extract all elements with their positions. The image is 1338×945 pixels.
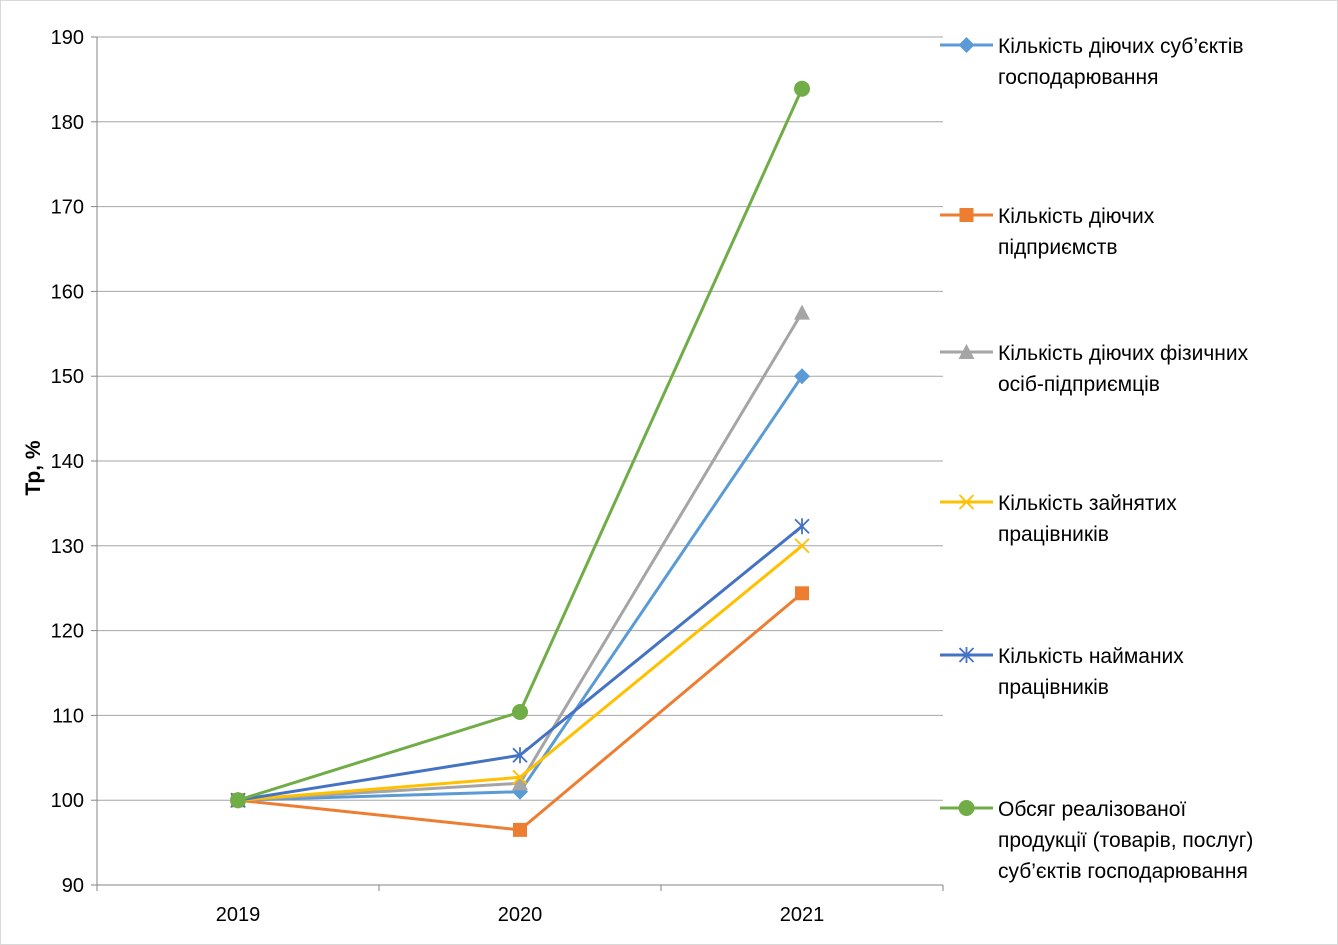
legend-label-2-line-2: підприємств [998, 236, 1118, 259]
x-tick-label-2019: 2019 [216, 904, 261, 926]
y-tick-label-170: 170 [51, 197, 84, 219]
legend-label-6-line-2: продукції (товарів, послуг) [998, 829, 1253, 852]
legend-label-5-line-1: Кількість найманих [998, 645, 1184, 668]
legend-label-4-line-2: працівників [998, 523, 1109, 546]
legend-swatch-marker-6 [958, 800, 975, 816]
legend-entry-5: Кількість найманих працівників [940, 645, 1184, 699]
series-2-point-2021 [795, 586, 809, 601]
legend-label-6-line-3: суб’єктів господарювання [998, 860, 1248, 883]
series-6-point-2020 [512, 704, 528, 721]
x-tick-label-2021: 2021 [780, 904, 825, 926]
legend-swatch-marker-2 [959, 208, 974, 222]
legend-swatch-marker-4 [958, 494, 975, 510]
y-tick-label-90: 90 [62, 875, 84, 897]
legend-label-1-line-1: Кількість діючих суб’єктів [998, 35, 1244, 58]
legend-entry-2: Кількість діючих підприємств [940, 205, 1155, 259]
y-tick-label-120: 120 [51, 621, 84, 643]
series-3-point-2020 [512, 775, 528, 791]
legend-label-2-line-1: Кількість діючих [998, 205, 1155, 228]
y-tick-labels: 90 100 110 120 130 140 150 160 170 180 190 [51, 27, 84, 897]
legend-swatch-marker-1 [958, 37, 975, 53]
y-tick-label-140: 140 [51, 451, 84, 473]
series-3-point-2021 [794, 304, 810, 320]
legend-label-4-line-1: Кількість зайнятих [998, 492, 1177, 515]
series-1-point-2021 [794, 368, 810, 385]
legend-swatch-marker-3 [958, 344, 975, 359]
y-tick-label-180: 180 [51, 112, 84, 134]
y-tick-label-160: 160 [51, 281, 84, 303]
series-layer [230, 80, 810, 837]
x-tick-label-2020: 2020 [498, 904, 543, 926]
legend-entry-6: Обсяг реалізованої продукції (товарів, по… [940, 798, 1253, 883]
y-tick-label-190: 190 [51, 27, 84, 49]
series-5-point-2020 [512, 747, 528, 764]
x-tick-labels: 2019 2020 2021 [216, 904, 825, 926]
axes [91, 36, 944, 891]
legend-label-1-line-2: господарювання [998, 66, 1159, 89]
series-4-point-2021 [794, 538, 810, 554]
y-tick-label-150: 150 [51, 366, 84, 388]
legend-entry-3: Кількість діючих фізичних осіб-підприємці… [940, 342, 1249, 396]
series-6 [230, 80, 810, 809]
series-4-point-2020 [512, 769, 528, 785]
series-6-point-2019 [230, 792, 246, 809]
legend-entry-1: Кількість діючих суб’єктів господарювання [940, 35, 1244, 89]
y-axis-title: Тр, % [22, 440, 45, 496]
legend-label-6-line-1: Обсяг реалізованої [998, 798, 1186, 821]
legend-label-5-line-2: працівників [998, 676, 1109, 699]
legend: Кількість діючих суб’єктів господарювання… [940, 35, 1253, 883]
legend-label-3-line-2: осіб-підприємців [998, 373, 1160, 396]
y-tick-label-130: 130 [51, 536, 84, 558]
series-6-point-2021 [794, 80, 810, 97]
series-5-point-2021 [794, 518, 810, 535]
y-tick-label-100: 100 [51, 790, 84, 812]
y-tick-label-110: 110 [52, 705, 84, 727]
legend-swatch-marker-5 [958, 647, 975, 663]
legend-label-3-line-1: Кількість діючих фізичних [998, 342, 1249, 365]
series-2-point-2020 [513, 822, 527, 837]
legend-entry-4: Кількість зайнятих працівників [940, 492, 1177, 546]
